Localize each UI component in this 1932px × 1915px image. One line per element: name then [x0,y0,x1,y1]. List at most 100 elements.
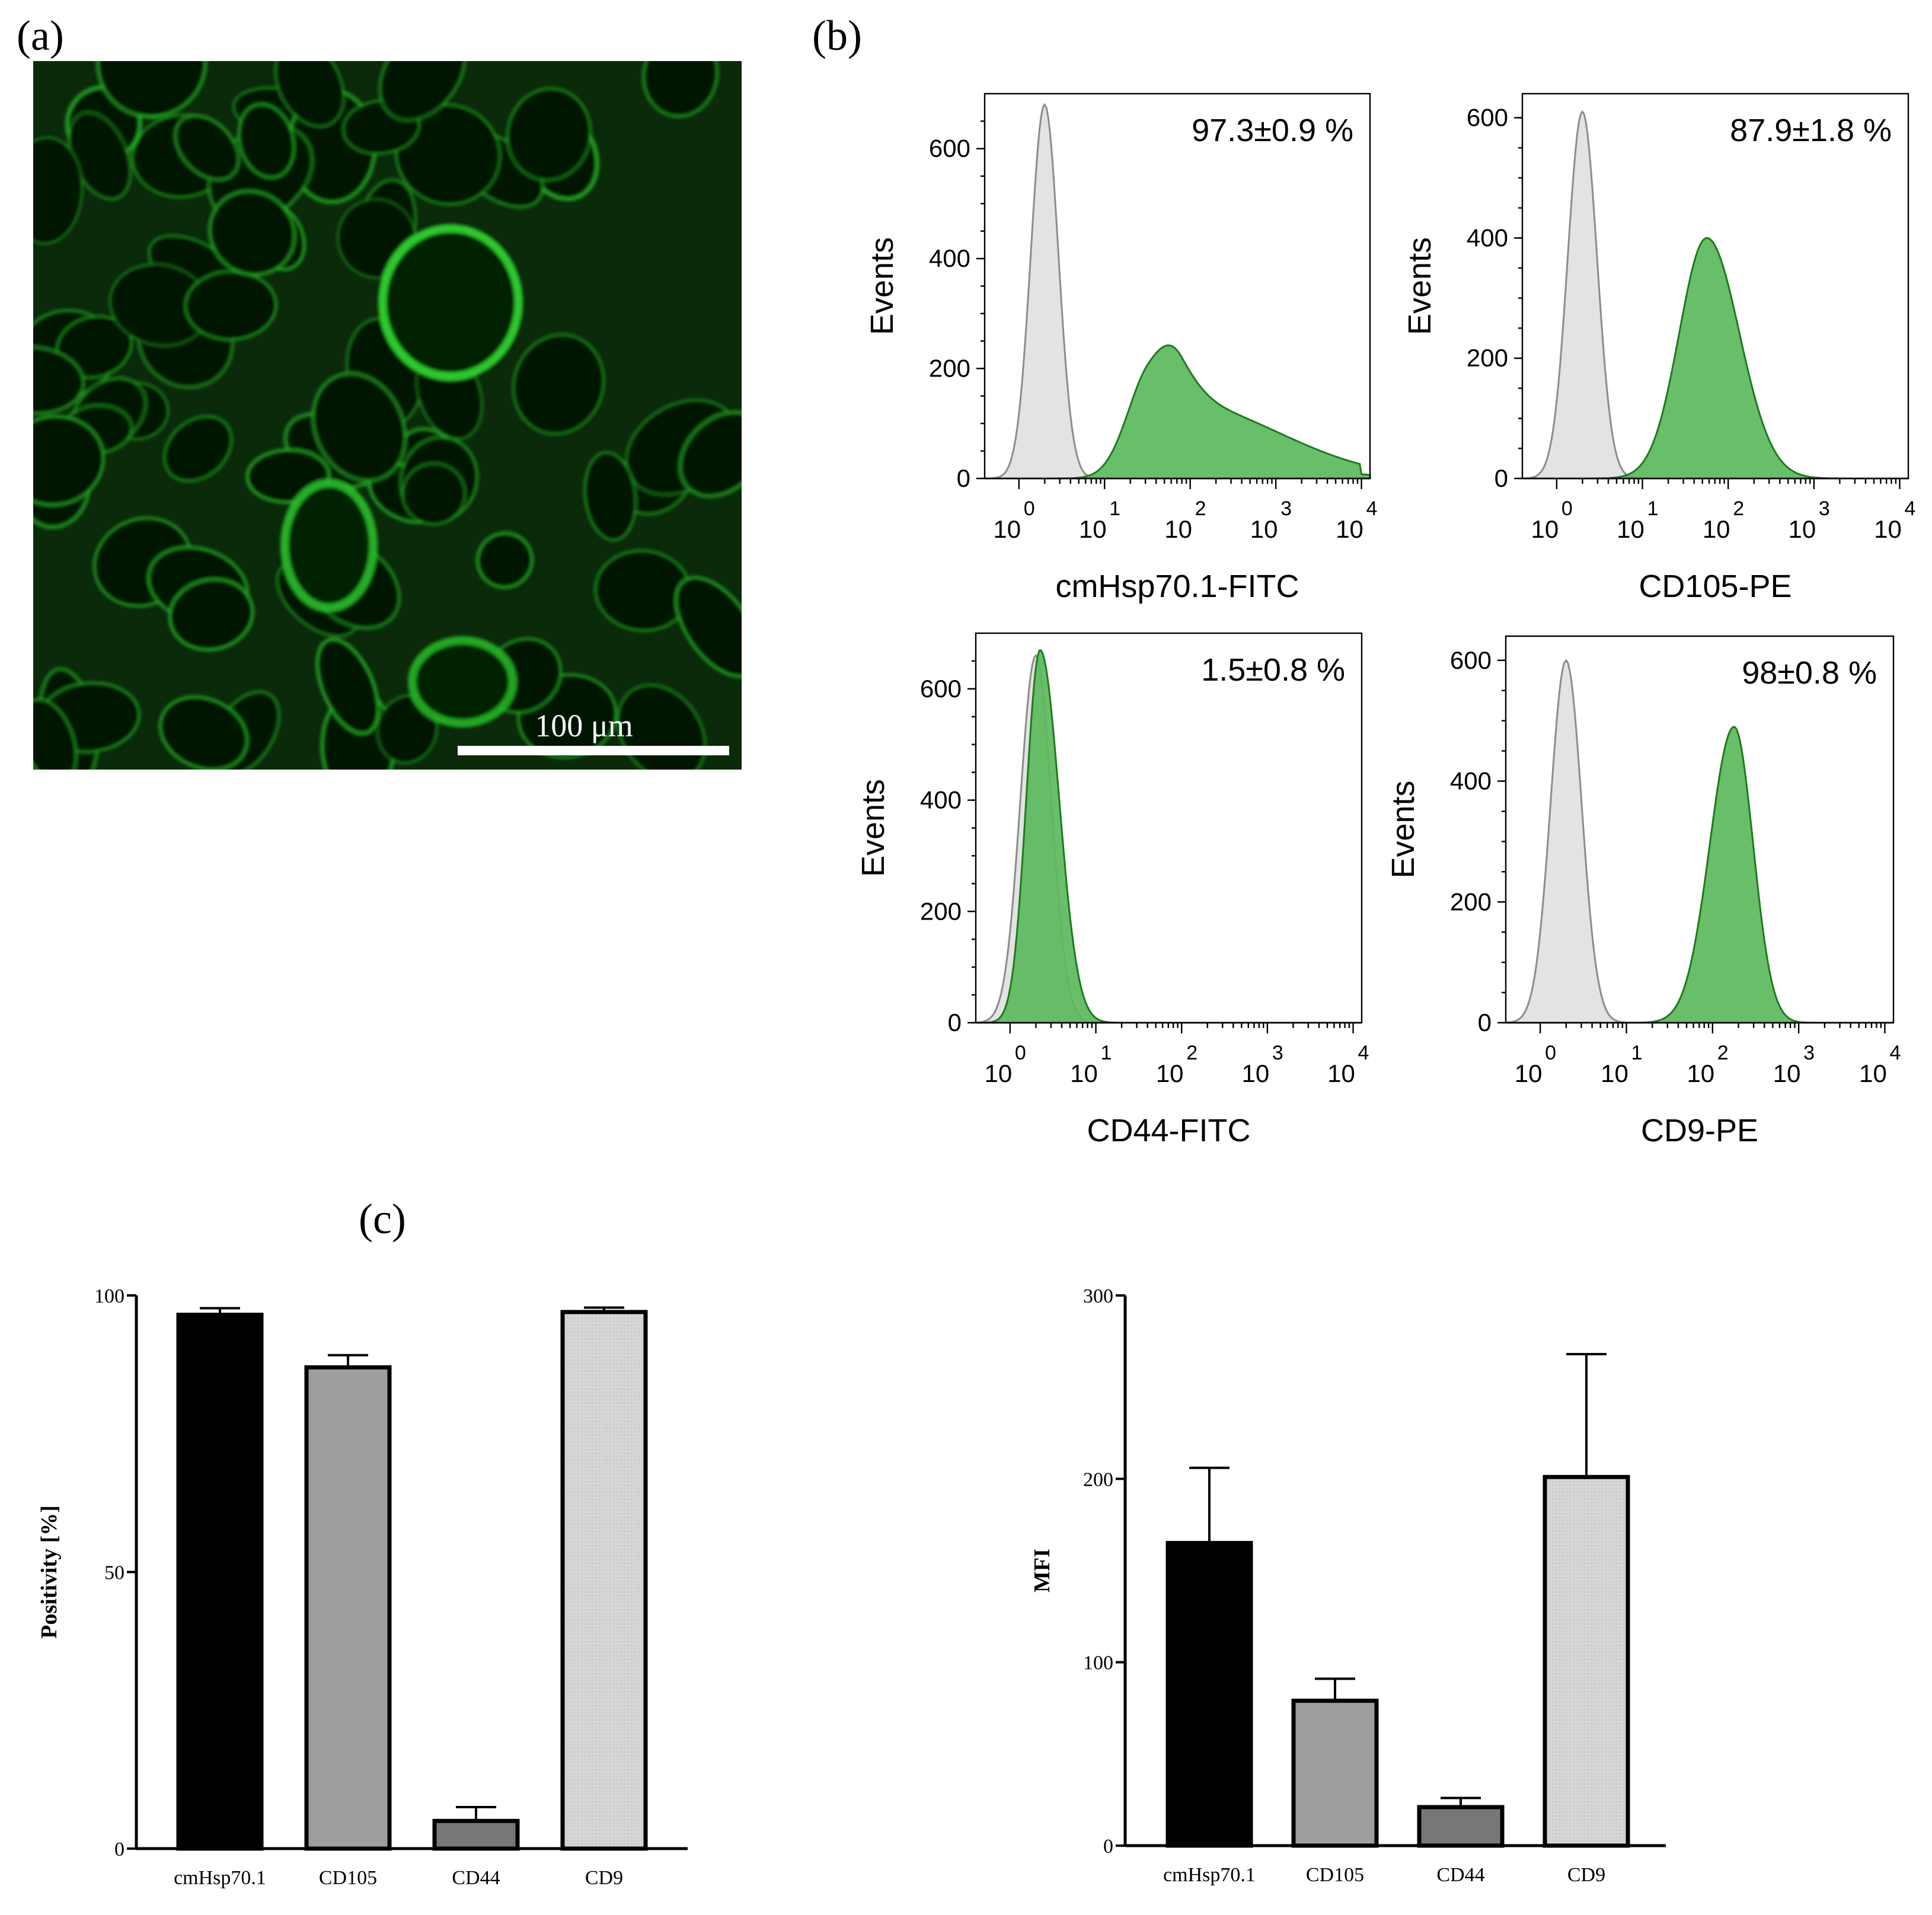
y-tick-label: 200 [1467,344,1508,372]
cell-outline [475,531,534,589]
y-tick-label: 400 [929,244,970,272]
category-label: CD44 [452,1867,500,1889]
bar-chart-mfi: cmHsp70.1 CD105 CD44 CD9 0 100 200 300 MFI [1030,1285,1666,1886]
category-label: CD9 [1567,1864,1605,1886]
y-tick-label: 200 [920,897,962,925]
x-tick-exponent: 3 [1819,497,1830,520]
category-label: cmHsp70.1 [174,1867,266,1889]
x-tick-exponent: 1 [1101,1042,1112,1064]
x-tick-exponent: 3 [1280,497,1292,520]
category-label: CD9 [585,1867,623,1889]
panel-label-c: (c) [359,1195,406,1243]
cell-outline [207,189,296,277]
y-tick-label: 400 [1467,224,1508,251]
x-axis-label: CD105-PE [1639,569,1792,604]
cell-outline [678,410,742,499]
marker-histogram [976,649,1362,1024]
cell-outline [311,371,407,483]
x-tick-base: 10 [1531,515,1559,543]
cell-outline [168,577,255,652]
bar-cd9 [560,1310,648,1851]
category-label: cmHsp70.1 [1163,1864,1256,1886]
y-tick-label: 100 [94,1285,124,1307]
percent-positive: 98±0.8 % [1742,655,1877,691]
x-tick-exponent: 4 [1358,1042,1369,1064]
x-tick-base: 10 [1773,1059,1801,1087]
y-tick-label: 600 [1467,104,1508,132]
bar-cmhsp701 [1165,1541,1253,1848]
cell-outline [512,333,605,436]
y-tick-label: 0 [1478,1008,1492,1036]
y-axis-label: Events [864,237,900,335]
cell-outline [616,683,707,770]
y-tick-label: 0 [1103,1836,1113,1857]
y-axis-label: Events [855,779,891,877]
x-axis-label: CD44-FITC [1087,1113,1250,1148]
x-axis-label: CD9-PE [1641,1113,1758,1148]
x-tick-base: 10 [1687,1059,1714,1087]
cell-outline [158,695,249,770]
y-axis-label: Events [1402,237,1438,335]
cell-outline [184,270,277,341]
y-tick-label: 600 [929,135,970,162]
bar-cd44 [1417,1805,1505,1848]
x-tick-exponent: 4 [1366,497,1378,520]
cell-outline [274,61,345,127]
percent-positive: 87.9±1.8 % [1730,113,1892,148]
x-tick-base: 10 [1156,1059,1184,1087]
bar-chart-positivity: cmHsp70.1 CD105 CD44 CD9 0 50 100 Positivity [%… [37,1285,688,1889]
y-tick-label: 400 [1450,767,1492,795]
y-tick-label: 100 [1083,1652,1113,1674]
bar-cd44 [432,1818,520,1851]
x-tick-base: 10 [993,515,1021,543]
cell-outline [315,637,380,735]
x-tick-base: 10 [1164,515,1192,543]
x-tick-exponent: 3 [1272,1042,1283,1064]
x-tick-base: 10 [1515,1059,1543,1087]
category-label: CD105 [319,1867,377,1889]
panel-label-a: (a) [17,12,64,59]
x-tick-base: 10 [1859,1059,1887,1087]
x-tick-exponent: 1 [1647,497,1659,520]
y-tick-label: 200 [929,355,970,382]
category-label: CD44 [1436,1864,1484,1886]
x-tick-base: 10 [1874,515,1902,543]
bar-cd105 [304,1365,392,1851]
x-tick-base: 10 [1617,515,1644,543]
x-tick-exponent: 2 [1195,497,1206,520]
x-tick-exponent: 4 [1905,497,1916,520]
y-tick-label: 50 [104,1562,124,1584]
panel-label-b: (b) [812,12,862,59]
bar-cd105 [1291,1699,1379,1848]
cell-outline [33,414,105,506]
cell-outline [162,414,234,483]
bar-cd9 [1543,1474,1630,1848]
y-tick-label: 200 [1083,1469,1113,1490]
bar-charts: cmHsp70.1 CD105 CD44 CD9 0 50 100 Positivity [%… [37,1285,1666,1889]
y-axis-label: Positivity [%] [37,1505,62,1639]
cell-outline [33,345,85,416]
cell-outline [378,61,467,122]
x-axis-label: cmHsp70.1-FITC [1055,569,1299,604]
x-tick-exponent: 0 [1015,1042,1026,1064]
x-tick-base: 10 [1336,515,1363,543]
cell-outline [33,136,84,245]
x-tick-base: 10 [1250,515,1278,543]
scale-bar [458,746,729,755]
scale-bar-label: 100 μm [535,708,633,743]
cell-outline [174,114,241,181]
y-tick-label: 600 [1450,646,1492,674]
x-tick-exponent: 2 [1733,497,1744,520]
cell-network [33,61,742,770]
cell-outline [641,61,719,119]
y-tick-label: 0 [948,1008,962,1036]
y-tick-label: 300 [1083,1285,1113,1307]
x-tick-base: 10 [1703,515,1730,543]
y-tick-label: 600 [920,675,962,703]
y-tick-label: 0 [957,464,970,492]
fluorescence-micrograph: 100 μm [33,61,742,770]
